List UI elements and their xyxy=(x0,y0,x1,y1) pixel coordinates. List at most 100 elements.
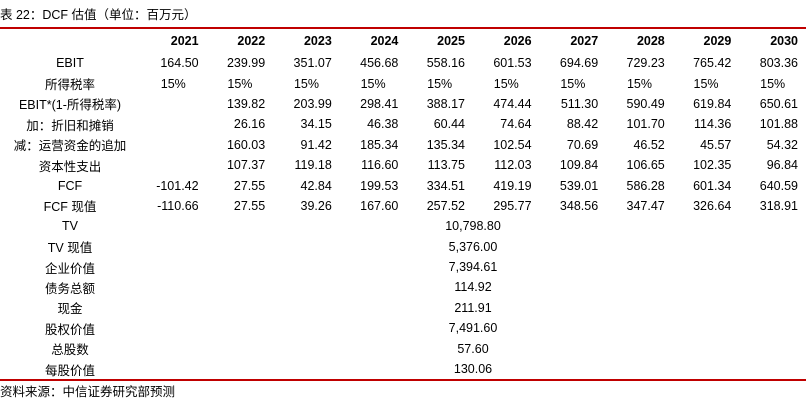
value-cell: 257.52 xyxy=(426,198,465,213)
data-row: 所得税率 15% 15% 15% 15% 15% 15% 15% 15% 15% 15% xyxy=(0,73,806,93)
data-row: FCF 现值 -110.66 27.55 39.26 167.60 257.52 295.7… xyxy=(0,196,806,216)
row-label: 债务总额 xyxy=(44,281,95,296)
summary-value: 211.91 xyxy=(454,300,492,315)
value-cell: 640.59 xyxy=(759,178,798,193)
value-cell: 15% xyxy=(693,76,719,91)
value-cell: 39.26 xyxy=(300,198,332,213)
summary-row: 企业价值 7,394.61 xyxy=(0,257,806,277)
summary-row: TV 10,798.80 xyxy=(0,216,806,236)
value-cell: 102.35 xyxy=(693,158,732,173)
value-cell: 765.42 xyxy=(693,56,732,71)
row-label: TV xyxy=(62,219,78,234)
value-cell: 558.16 xyxy=(426,56,465,71)
summary-value: 114.92 xyxy=(454,280,492,295)
value-cell: 729.23 xyxy=(626,56,665,71)
value-cell: 388.17 xyxy=(426,96,465,111)
value-cell: 54.32 xyxy=(766,137,798,152)
table-body: EBIT 164.50 239.99 351.07 456.68 558.16 601.53… xyxy=(0,53,806,379)
row-label: FCF 现值 xyxy=(43,200,97,215)
column-header: 2022 xyxy=(237,34,266,48)
data-row: FCF -101.42 27.55 42.84 199.53 334.51 419.19 53… xyxy=(0,175,806,195)
value-cell: 601.34 xyxy=(693,178,732,193)
row-label: 减：运营资金的追加 xyxy=(13,139,127,154)
value-cell: 113.75 xyxy=(427,158,465,173)
value-cell: 74.64 xyxy=(500,117,532,132)
value-cell: 474.44 xyxy=(493,96,532,111)
value-cell: 351.07 xyxy=(293,56,332,71)
value-cell: 590.49 xyxy=(626,96,665,111)
row-label: 所得税率 xyxy=(44,78,95,93)
column-header: 2030 xyxy=(770,34,798,48)
column-header: 2021 xyxy=(170,34,199,48)
row-label: 每股价值 xyxy=(44,363,95,378)
row-label: 总股数 xyxy=(51,343,89,358)
row-label: TV 现值 xyxy=(47,241,93,256)
column-header: 2029 xyxy=(703,34,732,48)
value-cell: 112.03 xyxy=(494,158,532,173)
value-cell: 107.37 xyxy=(226,158,266,173)
value-cell: 586.28 xyxy=(626,178,665,193)
summary-value: 130.06 xyxy=(453,362,493,377)
value-cell: 34.15 xyxy=(300,117,332,132)
value-cell: 348.56 xyxy=(559,198,599,213)
value-cell: 15% xyxy=(360,76,386,91)
summary-row: 总股数 57.60 xyxy=(0,338,806,358)
value-cell: 326.64 xyxy=(693,198,732,213)
value-cell: 619.84 xyxy=(693,96,732,111)
row-label: 现金 xyxy=(57,302,83,317)
row-label: 企业价值 xyxy=(44,261,95,276)
value-cell: 101.70 xyxy=(626,117,665,132)
column-header: 2028 xyxy=(636,34,665,48)
column-header: 2027 xyxy=(570,34,599,48)
summary-value: 7,491.60 xyxy=(448,321,498,336)
value-cell: 295.77 xyxy=(493,198,532,213)
dcf-table: 2021 2022 2023 2024 2025 2026 2027 2028 2029 2030… xyxy=(0,29,806,379)
value-cell: 456.68 xyxy=(360,56,399,71)
value-cell: 27.55 xyxy=(233,198,266,213)
value-cell: 15% xyxy=(493,76,519,91)
value-cell: 45.57 xyxy=(700,137,732,152)
value-cell: -110.66 xyxy=(157,198,199,213)
column-header: 2026 xyxy=(503,34,532,48)
value-cell: 15% xyxy=(160,76,186,91)
value-cell: 15% xyxy=(293,76,319,91)
data-row: 加：折旧和摊销 26.16 34.15 46.38 60.44 74.64 88.42 101… xyxy=(0,114,806,134)
value-cell: 601.53 xyxy=(493,56,532,71)
summary-value: 7,394.61 xyxy=(448,260,498,275)
value-cell: 185.34 xyxy=(360,137,399,152)
data-row: EBIT*(1-所得税率) 139.82 203.99 298.41 388.17 474… xyxy=(0,94,806,114)
header-row: 2021 2022 2023 2024 2025 2026 2027 2028 2029 2030 xyxy=(0,29,806,53)
value-cell: 15% xyxy=(427,76,453,91)
value-cell: 539.01 xyxy=(559,178,599,193)
empty-cell xyxy=(140,94,207,114)
summary-row: TV 现值 5,376.00 xyxy=(0,237,806,257)
value-cell: 91.42 xyxy=(300,137,332,152)
value-cell: 119.18 xyxy=(294,158,332,173)
value-cell: 96.84 xyxy=(766,158,798,173)
value-cell: 114.36 xyxy=(694,117,732,132)
value-cell: 239.99 xyxy=(226,56,266,71)
summary-row: 股权价值 7,491.60 xyxy=(0,318,806,338)
value-cell: 46.52 xyxy=(633,137,665,152)
value-cell: 102.54 xyxy=(493,137,532,152)
data-row: 减：运营资金的追加 160.03 91.42 185.34 135.34 102.54 70… xyxy=(0,135,806,155)
value-cell: 70.69 xyxy=(566,137,599,152)
value-cell: 511.30 xyxy=(560,96,599,111)
row-label: EBIT xyxy=(56,56,84,71)
column-header: 2024 xyxy=(370,34,399,48)
value-cell: 101.88 xyxy=(759,117,798,132)
empty-cell xyxy=(140,114,207,134)
value-cell: 203.99 xyxy=(293,96,332,111)
row-label: 加：折旧和摊销 xyxy=(26,118,114,133)
table-title: 表 22：DCF 估值（单位：百万元） xyxy=(0,8,197,22)
summary-value: 10,798.80 xyxy=(445,219,501,234)
table-frame: 2021 2022 2023 2024 2025 2026 2027 2028 2029 2030… xyxy=(0,27,806,382)
column-header: 2023 xyxy=(303,34,332,48)
value-cell: 116.60 xyxy=(361,158,399,173)
summary-row: 债务总额 114.92 xyxy=(0,277,806,297)
value-cell: 46.38 xyxy=(367,117,399,132)
value-cell: 347.47 xyxy=(626,198,665,213)
value-cell: 160.03 xyxy=(226,137,266,152)
value-cell: 42.84 xyxy=(300,178,332,193)
